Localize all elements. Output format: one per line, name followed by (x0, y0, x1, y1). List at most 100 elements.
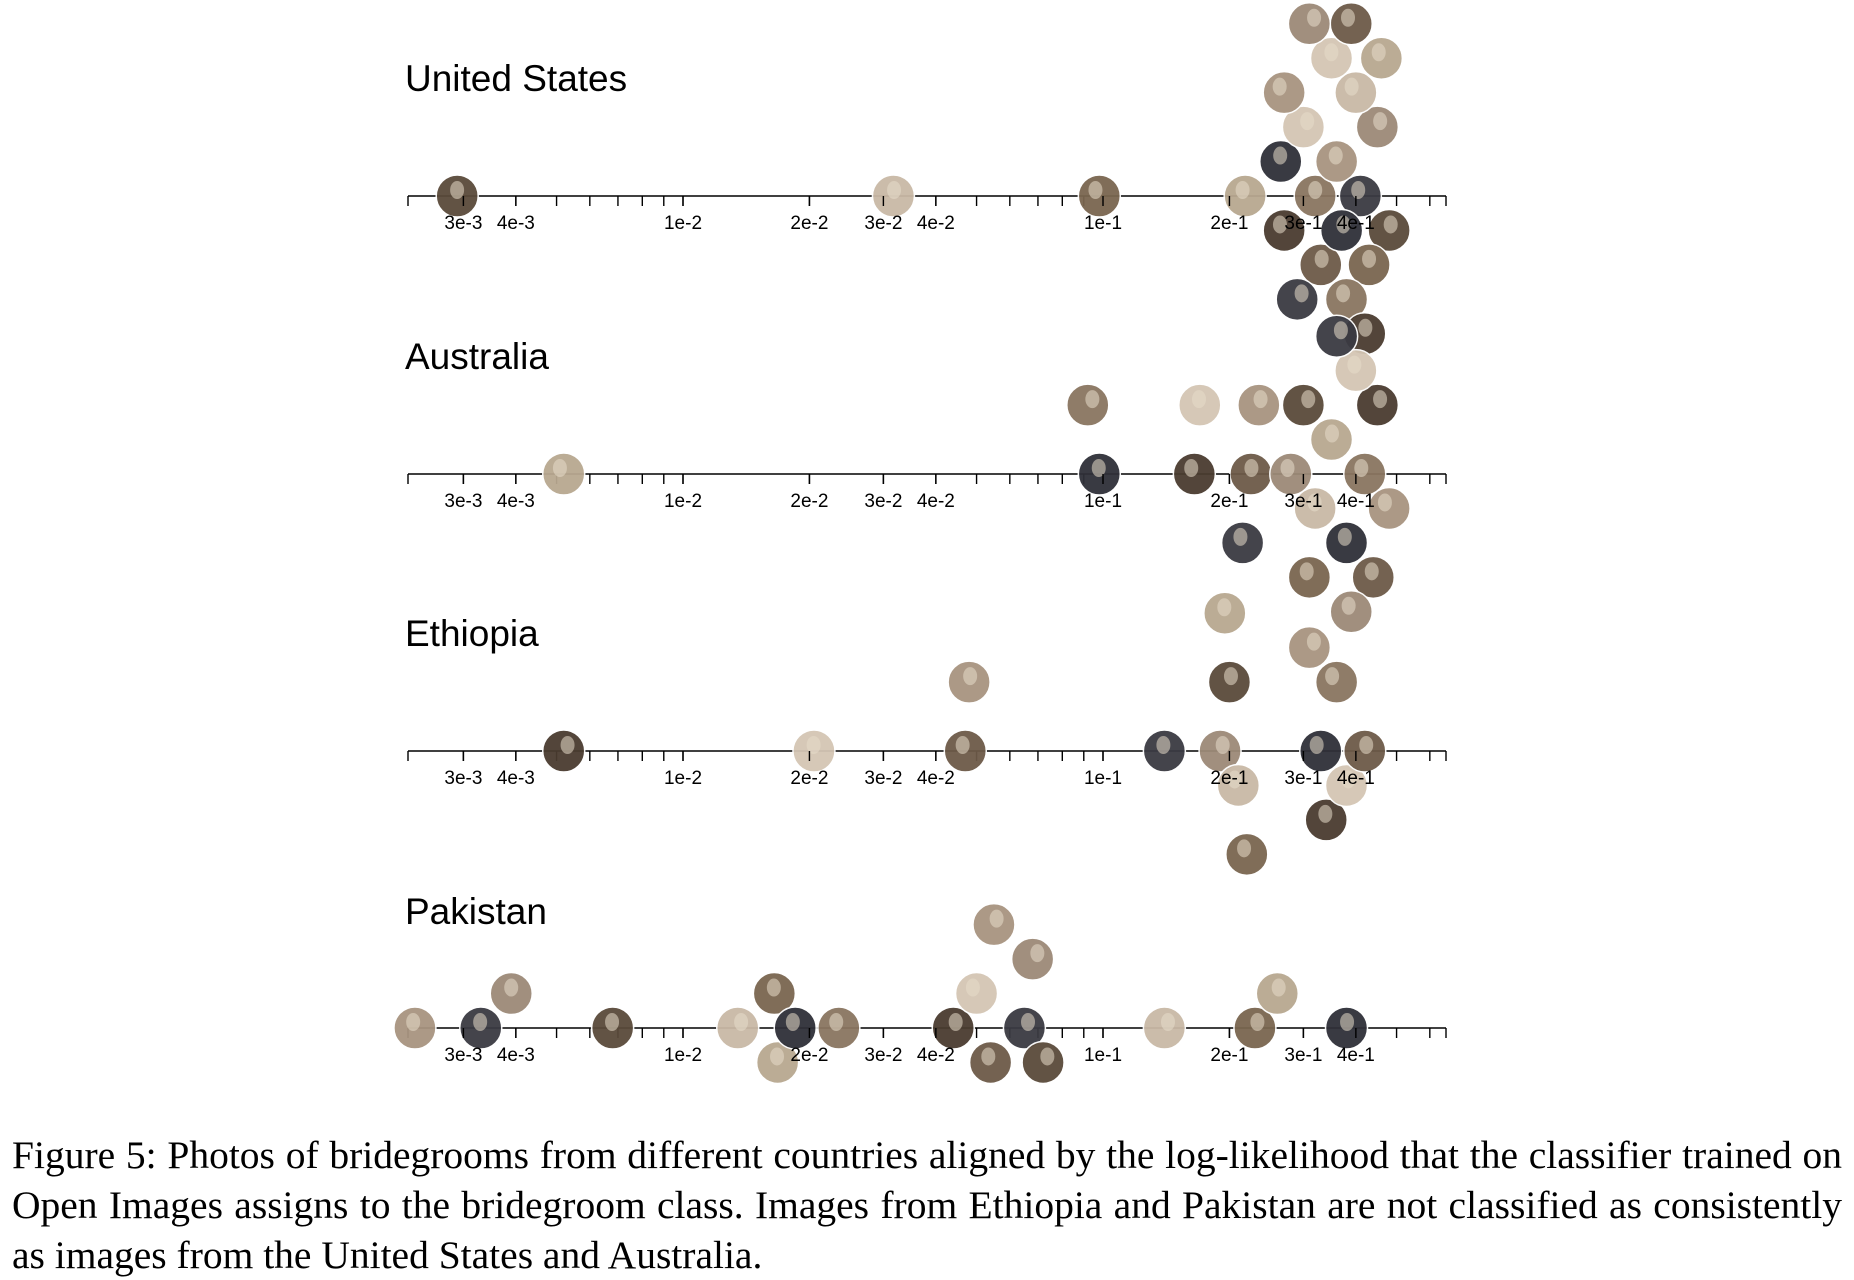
axis-tick-label: 1e-1 (1084, 213, 1122, 234)
axis-tick-label: 3e-1 (1284, 768, 1322, 789)
photo-figure-mark (965, 978, 980, 997)
photo-figure-mark (1307, 493, 1322, 512)
photo-figure-mark (1347, 355, 1362, 374)
photo-figure-mark (406, 1013, 421, 1031)
axis-tick-label: 3e-3 (444, 1045, 482, 1066)
axis-tick-label: 2e-1 (1210, 1045, 1248, 1066)
photo-figure-mark (1308, 181, 1323, 199)
photo-figure-mark (1337, 527, 1352, 546)
panel-title-united-states: United States (405, 58, 628, 99)
figure-caption: Figure 5: Photos of bridegrooms from dif… (12, 1133, 1842, 1277)
likelihood-axes: 3e-3 4e-3 1e-2 2e-2 3e-2 4e-2 1e-1 2e-1 3e-1 4e-1… (393, 2, 1447, 1085)
photo-figure-mark (1328, 146, 1343, 165)
photo-figure-mark (1223, 667, 1238, 686)
photo-figure-mark (560, 736, 575, 754)
photo-figure-mark (1280, 459, 1295, 477)
panel-ethiopia: 3e-3 4e-3 1e-2 2e-2 3e-2 4e-2 1e-1 2e-1 3e-1 4e-1 (407, 591, 1447, 877)
photo-figure-mark (1351, 181, 1366, 199)
photo-figure-mark (1306, 632, 1321, 651)
axis-tick-label: 4e-3 (497, 768, 535, 789)
photo-figure-mark (829, 1013, 844, 1031)
axis-tick-label: 4e-1 (1337, 768, 1375, 789)
photo-figure-mark (1215, 736, 1230, 754)
photo-figure-mark (552, 459, 567, 477)
axis-tick-label: 2e-1 (1210, 768, 1248, 789)
photo-figure-mark (1354, 459, 1369, 477)
photo-figure-mark (1271, 978, 1286, 997)
axis-tick-label: 2e-2 (790, 1045, 828, 1066)
photo-figure-mark (948, 1013, 963, 1031)
axis-tick-label: 3e-1 (1284, 491, 1322, 512)
axis-tick-label: 3e-2 (864, 213, 902, 234)
axis-tick-label: 2e-2 (790, 491, 828, 512)
photo-figure-mark (1250, 1013, 1265, 1031)
photo-figure-mark (1364, 562, 1379, 581)
photo-figure-mark (989, 909, 1004, 928)
axis-tick-label: 4e-3 (497, 1045, 535, 1066)
photo-figure-mark (1021, 1013, 1036, 1031)
photo-figure-mark (1344, 77, 1359, 96)
photo-figure-mark (605, 1013, 620, 1031)
photo-figure-mark (766, 978, 781, 997)
photo-figure-mark (1085, 390, 1100, 409)
photo-figure-mark (981, 1047, 996, 1066)
axis-tick-label: 3e-3 (444, 768, 482, 789)
photo-figure-mark (806, 736, 821, 754)
axis-tick-label: 1e-2 (664, 491, 702, 512)
axis-tick-label: 1e-1 (1084, 768, 1122, 789)
photo-figure-mark (1359, 736, 1374, 754)
photo-figure-mark (1358, 318, 1373, 337)
axis-tick-label: 3e-3 (444, 491, 482, 512)
photo-figure-mark (1309, 736, 1324, 754)
photo-figure-mark (1336, 215, 1351, 234)
axis-tick-label: 2e-1 (1210, 213, 1248, 234)
photo-figure-mark (1300, 112, 1315, 131)
photo-figure-mark (1184, 459, 1199, 477)
photo-figure-mark (1030, 944, 1045, 963)
axis-tick-label: 1e-1 (1084, 1045, 1122, 1066)
photo-figure-mark (1377, 493, 1392, 512)
photo-figure-mark (1362, 249, 1377, 268)
photo-figure-mark (1191, 390, 1206, 409)
photo-figure-mark (785, 1013, 800, 1031)
axis-tick-label: 4e-3 (497, 491, 535, 512)
photo-figure-mark (1253, 390, 1268, 409)
photo-figure-mark (1373, 112, 1388, 131)
photo-figure-mark (1299, 562, 1314, 581)
photo-figure-mark (1301, 390, 1316, 409)
panel-pakistan: 3e-3 4e-3 1e-2 2e-2 3e-2 4e-2 1e-1 2e-1 3e-1 4e-1 (393, 902, 1447, 1085)
photo-figure-mark (1160, 1013, 1175, 1031)
axis-tick-label: 4e-2 (917, 491, 955, 512)
photo-figure-mark (504, 978, 519, 997)
photo-figure-mark (473, 1013, 488, 1031)
photo-figure-mark (1341, 770, 1356, 789)
photo-figure-mark (1156, 736, 1171, 754)
photo-figure-mark (734, 1013, 749, 1031)
axis-tick-label: 2e-2 (790, 213, 828, 234)
photo-figure-mark (1324, 424, 1339, 443)
photo-figure-mark (1373, 390, 1388, 409)
axis-tick-label: 3e-3 (444, 213, 482, 234)
axis-tick-label: 4e-2 (917, 1045, 955, 1066)
photo-figure-mark (1040, 1047, 1055, 1066)
photo-figure-mark (955, 736, 970, 754)
axis-tick-label: 2e-1 (1210, 491, 1248, 512)
panel-title-pakistan: Pakistan (405, 891, 547, 932)
photo-figure-mark (1273, 146, 1288, 165)
axis-tick-label: 1e-1 (1084, 491, 1122, 512)
photo-figure-mark (1325, 667, 1340, 686)
axis-tick-label: 3e-1 (1284, 1045, 1322, 1066)
photo-figure-mark (1340, 1013, 1355, 1031)
photo-figure-mark (1091, 459, 1106, 477)
photo-figure-mark (1237, 839, 1252, 858)
photo-figure-mark (887, 181, 902, 199)
photo-figure-mark (1333, 321, 1348, 340)
axis-tick-label: 4e-3 (497, 213, 535, 234)
panel-title-australia: Australia (405, 336, 549, 377)
axis-tick-label: 4e-1 (1337, 491, 1375, 512)
axis-tick-label: 4e-2 (917, 768, 955, 789)
photo-figure-mark (1235, 181, 1250, 199)
axis-tick-label: 1e-2 (664, 1045, 702, 1066)
axis-tick-label: 4e-1 (1337, 1045, 1375, 1066)
